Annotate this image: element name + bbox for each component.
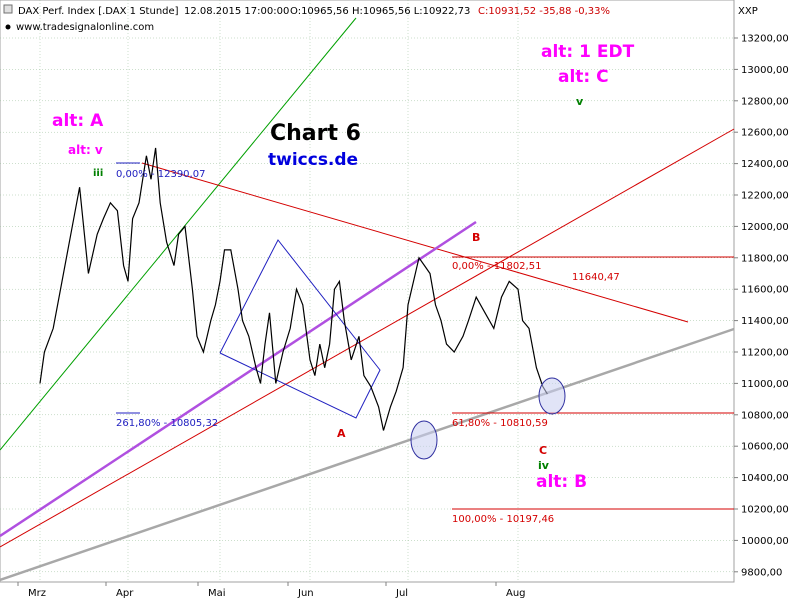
y-tick-label: 11600,00 [741, 285, 789, 296]
label-alt-c: alt: C [558, 67, 609, 87]
source-credit: www.tradesignalonline.com [16, 22, 154, 33]
low-marker-circle-aug [538, 377, 566, 415]
x-tick-label: Mai [208, 588, 226, 599]
label-alt-a: alt: A [52, 111, 104, 131]
blue-wedge [219, 239, 381, 419]
y-tick-label: 10800,00 [741, 410, 789, 421]
y-tick-label: 12200,00 [741, 191, 789, 202]
gray-support-line [0, 327, 735, 582]
y-tick-label: 11000,00 [741, 379, 789, 390]
x-tick-label: Aug [506, 588, 526, 599]
y-tick-label: 13200,00 [741, 34, 789, 45]
y-axis: 9800,00 10000,00 10200,00 10400,00 10600,00 1… [734, 34, 789, 578]
x-tick-label: Jun [297, 588, 314, 599]
y-tick-label: 10000,00 [741, 536, 789, 547]
label-alt-b: alt: B [536, 472, 587, 492]
y-tick-label: 12600,00 [741, 128, 789, 139]
axis-label: XXP [738, 6, 758, 17]
price-line [39, 147, 548, 431]
purple-channel-line [0, 220, 477, 538]
fib-0-label: 0,00% - 12390,07 [116, 169, 205, 180]
y-tick-label: 12000,00 [741, 222, 789, 233]
label-alt-v: alt: v [68, 143, 103, 157]
label-green-v: v [576, 95, 584, 108]
label-alt-1edt: alt: 1 EDT [541, 42, 635, 62]
plot-area [0, 0, 735, 583]
header-close: C:10931,52 -35,88 -0,33% [478, 6, 610, 17]
header-marker-icon [3, 4, 13, 14]
y-tick-label: 9800,00 [741, 567, 782, 578]
instrument-title: DAX Perf. Index [.DAX 1 Stunde] [18, 6, 179, 17]
label-wave-a: A [337, 427, 346, 440]
label-wave-b: B [472, 231, 480, 244]
label-wave-c: C [539, 444, 547, 457]
y-tick-label: 11400,00 [741, 316, 789, 327]
red-channel-line [0, 128, 735, 548]
x-tick-label: Mrz [28, 588, 46, 599]
site-label: twiccs.de [268, 150, 358, 170]
y-tick-label: 12400,00 [741, 159, 789, 170]
x-tick-label: Apr [116, 588, 134, 599]
label-iii: iii [93, 168, 103, 179]
x-axis: Mrz Apr Mai Jun Jul Aug [17, 582, 526, 599]
header-ohlc: O:10965,56 H:10965,56 L:10922,73 [290, 6, 470, 17]
fib-b0-label: 0,00% - 11802,51 [452, 261, 541, 272]
fib-100-label: 100,00% - 10197,46 [452, 514, 554, 525]
level-11640-label: 11640,47 [572, 272, 620, 283]
green-trendline [0, 17, 357, 451]
y-tick-label: 11800,00 [741, 253, 789, 264]
trend-lines [0, 17, 735, 582]
low-marker-circle-jul [410, 420, 438, 460]
fib-618-label: 61,80% - 10810,59 [452, 418, 548, 429]
y-tick-label: 10200,00 [741, 505, 789, 516]
label-wave-iv: iv [538, 459, 550, 472]
fib-261-label: 261,80% - 10805,32 [116, 418, 218, 429]
red-resistance-line [141, 162, 689, 323]
x-tick-label: Jul [395, 588, 408, 599]
y-tick-label: 10400,00 [741, 473, 789, 484]
y-tick-label: 11200,00 [741, 348, 789, 359]
y-tick-label: 12800,00 [741, 96, 789, 107]
y-tick-label: 10600,00 [741, 442, 789, 453]
chart-title: Chart 6 [270, 121, 361, 146]
header-datetime: 12.08.2015 17:00:00 [184, 6, 289, 17]
source-bullet-icon [5, 24, 11, 30]
y-tick-label: 13000,00 [741, 65, 789, 76]
